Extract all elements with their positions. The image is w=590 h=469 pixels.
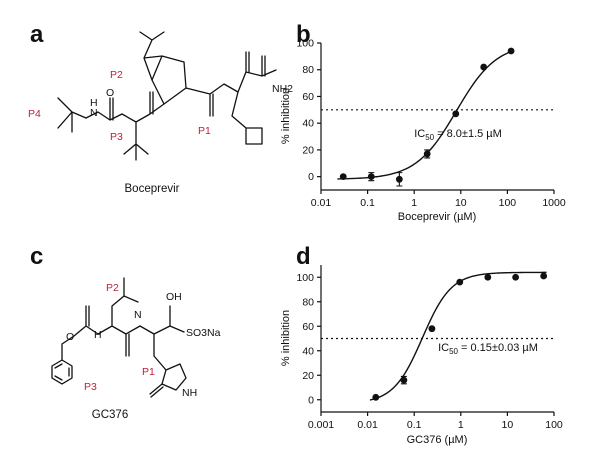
pocket-label-p1: P1 bbox=[142, 366, 155, 378]
atom-label-o: O bbox=[106, 87, 114, 99]
atom-label-n: N bbox=[90, 107, 98, 119]
data-point bbox=[452, 110, 460, 118]
y-tick-label: 100 bbox=[296, 272, 314, 284]
pocket-label-p2: P2 bbox=[110, 69, 123, 81]
chart-b: 0.01 0.1 1 10 100 1000 0 20 40 60 80 100 Boceprevi… bbox=[280, 38, 566, 224]
chart-d-y-axis-label: % inhibition bbox=[280, 310, 292, 366]
pocket-label-p3: P3 bbox=[110, 131, 123, 143]
chart-b-ic50-annotation: IC50 = 8.0±1.5 µM bbox=[414, 128, 502, 142]
x-tick-label: 1 bbox=[458, 419, 464, 431]
x-tick-label: 100 bbox=[545, 419, 563, 431]
x-tick-label: 1 bbox=[411, 197, 417, 209]
x-tick-label: 10 bbox=[455, 197, 467, 209]
compound-name-boceprevir: Boceprevir bbox=[125, 183, 180, 195]
data-point bbox=[484, 273, 492, 281]
y-tick-label: 0 bbox=[308, 394, 314, 406]
x-tick-label: 100 bbox=[499, 197, 517, 209]
x-tick-label: 0.01 bbox=[311, 197, 332, 209]
y-tick-label: 60 bbox=[302, 321, 314, 333]
atom-label-nh2: NH2 bbox=[272, 83, 293, 95]
x-tick-label: 0.1 bbox=[360, 197, 375, 209]
chart-d-x-ticks: 0.001 0.01 0.1 1 10 100 bbox=[308, 412, 563, 431]
chart-b-y-axis-label: % inhibition bbox=[280, 88, 292, 144]
atom-label-so3na: SO3Na bbox=[186, 327, 221, 339]
panel-letter-a: a bbox=[30, 21, 44, 48]
data-point bbox=[428, 325, 436, 333]
data-point bbox=[540, 272, 548, 280]
chart-d-ic50-annotation: IC50 = 0.15±0.03 µM bbox=[438, 342, 538, 356]
boceprevir-structure bbox=[57, 31, 277, 161]
panel-b: b bbox=[296, 21, 311, 48]
atom-label-nh: NH bbox=[182, 387, 197, 399]
chart-d-y-ticks: 0 20 40 60 80 100 bbox=[296, 272, 321, 406]
atom-label-oh: OH bbox=[166, 291, 182, 303]
panel-d: d bbox=[296, 243, 311, 270]
chart-b-x-axis-label: Boceprevir (µM) bbox=[398, 211, 476, 223]
data-point bbox=[456, 278, 464, 286]
y-tick-label: 40 bbox=[302, 118, 314, 130]
chart-d-points bbox=[372, 272, 548, 401]
chart-b-fit-curve bbox=[337, 49, 515, 180]
panel-a: a P4 P3 P2 P1 H N O NH2 Boceprevir bbox=[28, 21, 293, 195]
atom-label-n: N bbox=[134, 309, 142, 321]
chart-b-points bbox=[339, 47, 515, 187]
x-tick-label: 0.1 bbox=[407, 419, 422, 431]
gc376-structure bbox=[51, 277, 187, 398]
pocket-label-p1: P1 bbox=[198, 125, 211, 137]
y-tick-label: 60 bbox=[302, 91, 314, 103]
pocket-label-p4: P4 bbox=[28, 108, 41, 120]
data-point bbox=[339, 173, 347, 181]
x-tick-label: 10 bbox=[502, 419, 514, 431]
chart-d-fit-curve bbox=[369, 271, 547, 401]
atom-label-o: O bbox=[66, 331, 74, 343]
chart-b-x-ticks: 0.01 0.1 1 10 100 1000 bbox=[311, 190, 566, 209]
panel-c: c P3 P2 P1 O H N OH SO3Na NH GC376 bbox=[30, 243, 221, 421]
data-point bbox=[400, 376, 408, 384]
atom-label-h: H bbox=[90, 97, 98, 109]
atom-label-h: H bbox=[94, 329, 102, 341]
data-point bbox=[480, 63, 488, 71]
y-tick-label: 20 bbox=[302, 144, 314, 156]
panel-letter-c: c bbox=[30, 243, 43, 270]
y-tick-label: 80 bbox=[302, 296, 314, 308]
data-point bbox=[423, 150, 431, 158]
x-tick-label: 1000 bbox=[542, 197, 566, 209]
y-tick-label: 20 bbox=[302, 370, 314, 382]
data-point bbox=[395, 175, 403, 183]
chart-d-x-axis-label: GC376 (µM) bbox=[407, 434, 468, 446]
pocket-label-p2: P2 bbox=[106, 282, 119, 294]
data-point bbox=[512, 273, 520, 281]
pocket-label-p3: P3 bbox=[84, 381, 97, 393]
y-tick-label: 0 bbox=[308, 171, 314, 183]
y-tick-label: 100 bbox=[296, 38, 314, 50]
x-tick-label: 0.01 bbox=[357, 419, 378, 431]
compound-name-gc376: GC376 bbox=[92, 409, 128, 421]
data-point bbox=[507, 47, 515, 55]
panel-letter-d: d bbox=[296, 243, 311, 270]
panel-letter-b: b bbox=[296, 21, 311, 48]
x-tick-label: 0.001 bbox=[308, 419, 334, 431]
chart-b-y-ticks: 0 20 40 60 80 100 bbox=[296, 38, 321, 183]
y-tick-label: 40 bbox=[302, 345, 314, 357]
data-point bbox=[367, 173, 375, 181]
chart-d: 0.001 0.01 0.1 1 10 100 0 20 40 60 80 100 GC376 (µ… bbox=[280, 265, 563, 446]
y-tick-label: 80 bbox=[302, 64, 314, 76]
data-point bbox=[372, 393, 380, 401]
